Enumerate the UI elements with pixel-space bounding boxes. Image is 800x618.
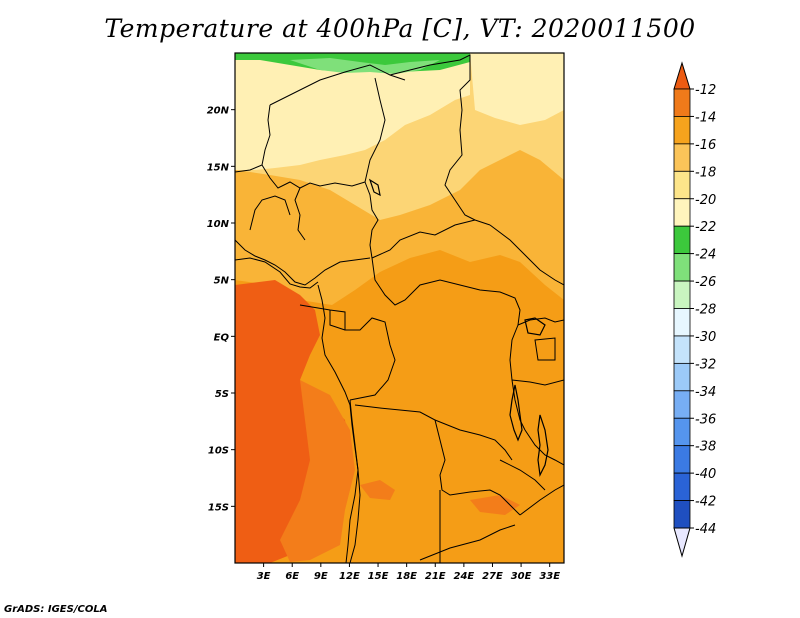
colorbar-legend: -12 -14 -16 -18 -20 -22 -24 -26 -28 -30 -32 -34 -36 -… — [673, 61, 716, 558]
colorbar-swatch — [673, 253, 691, 282]
band-minus-12-coast — [280, 380, 355, 562]
latitude-axis: 20N 15N 10N 5N EQ 5S 10S 15S — [207, 106, 235, 513]
colorbar-label: -14 — [695, 110, 716, 125]
lat-label: 5N — [214, 276, 230, 287]
colorbar-label: -16 — [695, 138, 716, 153]
colorbar-label: -26 — [695, 275, 716, 290]
lon-label: 6E — [285, 571, 299, 582]
colorbar-label: -12 — [695, 83, 716, 98]
lon-label: 15E — [368, 571, 389, 582]
colorbar-label: -22 — [695, 220, 716, 235]
colorbar-swatch — [673, 445, 691, 474]
lat-label: 10N — [207, 219, 230, 230]
temperature-field — [235, 53, 564, 563]
colorbar-swatch — [673, 143, 691, 172]
colorbar-label: -36 — [695, 412, 716, 427]
coastline — [234, 257, 359, 564]
lat-label: 5S — [215, 389, 229, 400]
colorbar-top-arrow — [673, 61, 691, 90]
colorbar-swatch — [673, 116, 691, 145]
colorbar-label: -40 — [695, 467, 716, 482]
colorbar-swatch — [673, 280, 691, 309]
colorbar-label: -28 — [695, 303, 716, 318]
grads-credit: GrADS: IGES/COLA — [4, 604, 108, 615]
country-borders — [235, 54, 564, 563]
colorbar-label: -38 — [695, 440, 716, 455]
colorbar-swatch — [673, 225, 691, 255]
lat-label: 20N — [207, 106, 230, 117]
colorbar-swatch — [673, 335, 691, 364]
lon-label: 12E — [339, 571, 360, 582]
colorbar-label: -42 — [695, 495, 716, 510]
colorbar-swatch — [673, 417, 691, 447]
colorbar-label: -44 — [695, 522, 716, 537]
colorbar-label: -34 — [695, 385, 716, 400]
colorbar-label: -24 — [695, 248, 716, 263]
lon-label: 9E — [314, 571, 328, 582]
lat-label: 10S — [208, 446, 229, 457]
colorbar-label: -20 — [695, 193, 716, 208]
lon-label: 21E — [425, 571, 446, 582]
colorbar-label: -32 — [695, 357, 716, 372]
colorbar-label: -18 — [695, 165, 716, 180]
lon-label: 24E — [453, 571, 474, 582]
band-minus-12-patch — [360, 480, 395, 500]
lon-label: 30E — [511, 571, 532, 582]
colorbar-swatch — [673, 500, 691, 529]
map-frame — [234, 52, 565, 564]
lon-label: 18E — [396, 571, 417, 582]
lon-label: 27E — [482, 571, 503, 582]
water-bodies — [368, 178, 549, 478]
colorbar-swatch — [673, 170, 691, 200]
longitude-axis: 3E 6E 9E 12E 15E 18E 21E 24E 27E 30E 33E — [257, 563, 560, 582]
lat-label: EQ — [214, 332, 230, 343]
colorbar-swatch — [673, 390, 691, 419]
lon-label: 3E — [257, 571, 271, 582]
colorbar-swatch — [673, 362, 691, 392]
lon-label: 33E — [539, 571, 560, 582]
lat-label: 15N — [207, 162, 230, 173]
band-minus-20 — [235, 53, 470, 170]
colorbar-swatch — [673, 88, 691, 117]
colorbar-bottom-arrow — [673, 527, 691, 558]
colorbar-swatch — [673, 198, 691, 227]
colorbar-swatch — [673, 472, 691, 501]
lat-label: 15S — [208, 502, 229, 513]
band-minus-12-patch-2 — [470, 495, 520, 515]
colorbar-label: -30 — [695, 330, 716, 345]
colorbar-swatch — [673, 308, 691, 337]
map-title: Temperature at 400hPa [C], VT: 202001150… — [104, 14, 696, 43]
band-minus-20-east — [470, 53, 564, 125]
